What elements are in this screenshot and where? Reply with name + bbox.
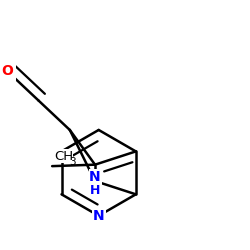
Text: 3: 3 [69, 157, 76, 167]
Text: N: N [93, 209, 104, 223]
Text: H: H [90, 184, 100, 198]
Text: O: O [1, 64, 13, 78]
Text: CH: CH [54, 150, 73, 163]
Text: N: N [89, 170, 101, 184]
